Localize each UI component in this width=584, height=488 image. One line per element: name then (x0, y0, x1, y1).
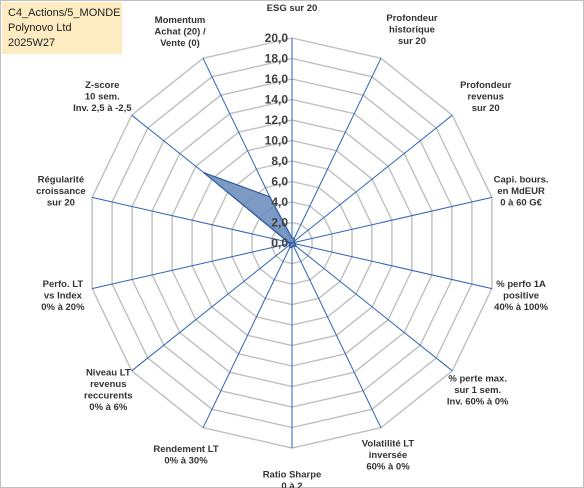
tick-label: 12,0 (265, 113, 289, 127)
info-week: 2025W27 (8, 37, 56, 49)
axis-label-line: Niveau LT (86, 368, 131, 379)
series-point (292, 245, 295, 247)
axis-label-line: Inv. 2,5 à -2,5 (73, 103, 132, 114)
axis-label-line: Volatilité LT (362, 439, 415, 450)
series-point (291, 242, 293, 244)
axis-spoke (291, 242, 382, 428)
series-point (294, 242, 296, 245)
axis-label-line: reccurents (84, 391, 133, 402)
axis-label-line: 10 sem. (85, 92, 120, 103)
axis-label-line: revenus (467, 92, 503, 103)
series-point (203, 171, 205, 174)
axis-label: Régularité croissance sur 20 (36, 175, 86, 209)
tick-label: 6,0 (271, 175, 288, 189)
axis-label-line: 0% à 30% (164, 456, 208, 467)
axis-label-line: Rendement LT (153, 444, 218, 455)
axis-label-line: Z-score (85, 80, 119, 91)
series-point (288, 244, 291, 246)
axis-label-line: sur 20 (398, 36, 426, 47)
axis-label-line: sur 20 (472, 103, 500, 114)
axis-label-line: Vente (0) (160, 38, 200, 49)
axis-spoke (91, 242, 293, 290)
axis-label-line: Momentum (155, 15, 206, 26)
axis-spoke (291, 196, 493, 244)
axis-spoke (131, 242, 293, 372)
info-category: C4_Actions/5_MONDE (8, 7, 121, 19)
chart-info-box: C4_Actions/5_MONDE Polynovo Ltd 2025W27 (2, 2, 122, 54)
axis-label-line: Ratio Sharpe (263, 470, 322, 481)
axis-label-line: % perte max. (448, 373, 507, 384)
axis-label-line: Inv. 60% à 0% (447, 396, 509, 407)
axis-label-line: Profondeur (386, 13, 437, 24)
series-point (295, 245, 297, 247)
tick-label: 2,0 (271, 216, 288, 230)
series-point (291, 246, 293, 248)
axis-label: Volatilité LT inversée 60% à 0% (362, 439, 415, 473)
axis-spoke (91, 196, 293, 244)
series-point (287, 241, 289, 243)
axis-label-line: Profondeur (460, 80, 511, 91)
axis-label-line: Régularité (38, 175, 84, 186)
tick-label: 20,0 (265, 31, 289, 45)
radar-series (203, 171, 297, 249)
axis-spoke (291, 242, 453, 372)
axis-label: Profondeur revenus sur 20 (460, 80, 511, 114)
series-point (291, 237, 293, 239)
axis-label: Z-score 10 sem. Inv. 2,5 à -2,5 (73, 80, 132, 114)
axis-label-line: % perfo 1A (496, 279, 546, 290)
axis-label-line: croissance (36, 186, 86, 197)
series-point (293, 240, 296, 242)
axis-spoke (202, 242, 293, 428)
axis-label: % perfo 1A positive 40% à 100% (494, 279, 548, 313)
info-company: Polynovo Ltd (8, 22, 72, 34)
axis-label-line: vs Index (44, 291, 83, 302)
series-point (269, 196, 271, 198)
axis-spoke (291, 114, 453, 244)
axis-label: Profondeur historique sur 20 (386, 13, 437, 47)
axis-label-line: sur 20 (47, 198, 75, 209)
tick-label: 8,0 (271, 154, 288, 168)
tick-label: 4,0 (271, 195, 288, 209)
tick-label: 16,0 (265, 72, 289, 86)
radar-spokes (91, 38, 493, 448)
axis-label-line: en MdEUR (497, 186, 545, 197)
axis-label-line: 0% à 20% (41, 302, 85, 313)
axis-label-line: 0 à 2 (281, 481, 302, 488)
axis-label-line: 40% à 100% (494, 302, 548, 313)
axis-label-line: Capi. bours. (494, 175, 549, 186)
axis-label-line: 60% à 0% (366, 462, 410, 473)
axis-label-line: 0 à 60 G€ (500, 198, 542, 209)
axis-label-line: revenus (90, 379, 126, 390)
radar-tick-labels: 0,0 2,0 4,0 6,0 8,0 10,0 12,0 14,0 16,0 18,0 20,0 (265, 31, 289, 250)
series-point (293, 241, 295, 244)
tick-label: 14,0 (265, 93, 289, 107)
tick-label: 10,0 (265, 134, 289, 148)
axis-spoke (291, 58, 382, 244)
axis-label-line: inversée (369, 450, 408, 461)
axis-label-line: 0% à 6% (89, 402, 128, 413)
axis-spoke (291, 242, 493, 290)
axis-label: Niveau LT revenus reccurents 0% à 6% (84, 368, 133, 414)
series-point (293, 237, 296, 240)
axis-label: % perte max. sur 1 sem. Inv. 60% à 0% (447, 373, 509, 407)
axis-label-line: Note (281, 0, 302, 3)
axis-label-line: ESG sur 20 (267, 3, 318, 14)
axis-label-line: sur 1 sem. (454, 385, 501, 396)
tick-label: 18,0 (265, 52, 289, 66)
axis-label: Perfo. LT vs Index 0% à 20% (41, 279, 85, 313)
axis-label-line: historique (389, 25, 435, 36)
axis-label: Momentum Achat (20) / Vente (0) (154, 15, 206, 49)
axis-label-line: positive (503, 291, 539, 302)
axis-label: Capi. bours. en MdEUR 0 à 60 G€ (494, 175, 549, 209)
axis-label: Rendement LT 0% à 30% (153, 444, 218, 467)
axis-label: Ratio Sharpe 0 à 2 (263, 470, 322, 488)
axis-label-line: Achat (20) / (154, 27, 206, 38)
axis-label-line: Perfo. LT (43, 279, 84, 290)
axis-label: NoteESG sur 20 (267, 0, 318, 14)
tick-label: 0,0 (271, 236, 288, 250)
series-point (289, 246, 291, 249)
